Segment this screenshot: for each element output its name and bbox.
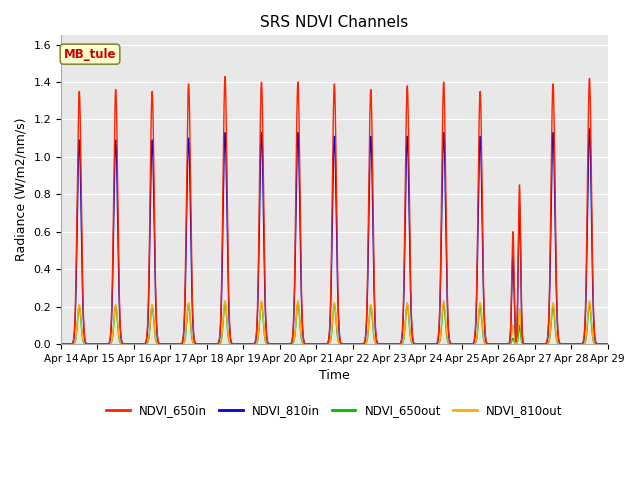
- Legend: NDVI_650in, NDVI_810in, NDVI_650out, NDVI_810out: NDVI_650in, NDVI_810in, NDVI_650out, NDV…: [101, 399, 568, 421]
- Y-axis label: Radiance (W/m2/nm/s): Radiance (W/m2/nm/s): [15, 118, 28, 262]
- Title: SRS NDVI Channels: SRS NDVI Channels: [260, 15, 408, 30]
- Text: MB_tule: MB_tule: [64, 48, 116, 60]
- X-axis label: Time: Time: [319, 369, 349, 382]
